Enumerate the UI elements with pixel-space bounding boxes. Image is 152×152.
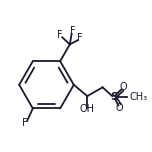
Text: S: S (110, 92, 118, 102)
Text: F: F (70, 26, 75, 36)
Text: F: F (77, 33, 82, 43)
Text: F: F (22, 118, 27, 128)
Text: CH₃: CH₃ (130, 92, 148, 102)
Text: O: O (119, 82, 127, 92)
Text: O: O (116, 102, 123, 112)
Text: OH: OH (80, 104, 95, 114)
Text: F: F (57, 30, 63, 40)
